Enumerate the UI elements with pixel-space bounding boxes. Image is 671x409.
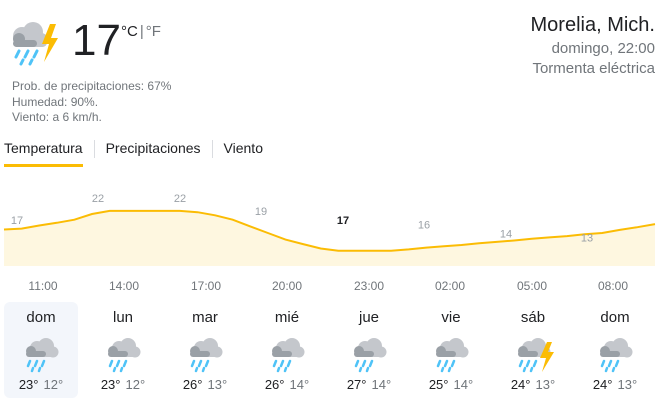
location-condition: Tormenta eléctrica: [532, 60, 655, 77]
day-low: 14°: [453, 377, 474, 392]
day-name: mar: [192, 309, 218, 326]
day-low: 12°: [125, 377, 146, 392]
tab-wind[interactable]: Viento: [223, 140, 263, 156]
chart-time-label: 17:00: [191, 279, 221, 293]
temperature-line: [3, 209, 656, 252]
day-high: 23°: [18, 377, 39, 392]
day-high: 24°: [510, 377, 531, 392]
unit-separator: |: [139, 23, 144, 40]
wind-speed: Viento: a 6 km/h.: [12, 110, 102, 124]
rain-cloud-icon: [263, 334, 311, 374]
day-name: sáb: [520, 309, 546, 326]
day-card[interactable]: vie 25° 14°: [414, 302, 488, 398]
day-temps: 27° 14°: [332, 376, 406, 394]
day-card[interactable]: lun 23° 12°: [86, 302, 160, 398]
thunderstorm-rain-icon: [509, 334, 557, 374]
day-low: 12°: [43, 377, 64, 392]
chart-value-label: 16: [418, 219, 430, 231]
day-high: 24°: [592, 377, 613, 392]
day-name: mié: [274, 309, 300, 326]
chart-value-label: 19: [255, 206, 267, 218]
day-high: 26°: [264, 377, 285, 392]
day-low: 13°: [535, 377, 556, 392]
chart-time-label: 11:00: [28, 279, 57, 293]
chart-time-label: 23:00: [354, 279, 384, 293]
rain-cloud-icon: [591, 334, 639, 374]
day-name: jue: [358, 309, 380, 326]
weather-details: Prob. de precipitaciones: 67% Humedad: 9…: [12, 79, 171, 126]
day-temps: 23° 12°: [86, 376, 160, 394]
day-high: 25°: [428, 377, 449, 392]
fahrenheit-toggle[interactable]: °F: [145, 23, 161, 40]
day-temps: 24° 13°: [578, 376, 652, 394]
daily-forecast: dom 23° 12° lun 23° 12° mar 26° 13° mié 26°…: [4, 302, 666, 398]
day-name: lun: [112, 309, 134, 326]
day-name: dom: [600, 309, 630, 326]
rain-cloud-icon: [427, 334, 475, 374]
location-city: Morelia, Mich.: [530, 14, 655, 36]
chart-value-label: 14: [500, 228, 512, 240]
precipitation-probability: Prob. de precipitaciones: 67%: [12, 79, 172, 93]
rain-cloud-icon: [17, 334, 65, 374]
temperature-chart: 17 11:00 22 14:00 22 17:00 19 20:00 17 23:00 16 02:…: [0, 190, 671, 300]
day-low: 14°: [289, 377, 310, 392]
day-card[interactable]: dom 24° 13°: [578, 302, 652, 398]
chart-time-label: 05:00: [517, 279, 547, 293]
day-low: 13°: [617, 377, 638, 392]
day-low: 14°: [371, 377, 392, 392]
day-card[interactable]: dom 23° 12°: [4, 302, 78, 398]
tab-divider: [93, 140, 95, 158]
day-card[interactable]: sáb 24° 13°: [496, 302, 570, 398]
rain-cloud-icon: [181, 334, 229, 374]
day-low: 13°: [207, 377, 228, 392]
location-time: domingo, 22:00: [551, 40, 655, 57]
chart-value-label: 22: [174, 193, 186, 205]
chart-value-label: 13: [581, 233, 593, 245]
day-high: 23°: [100, 377, 121, 392]
rain-cloud-icon: [99, 334, 147, 374]
day-name: vie: [441, 309, 461, 326]
celsius-toggle[interactable]: °C: [121, 23, 138, 40]
tab-precipitation[interactable]: Precipitaciones: [105, 140, 201, 156]
chart-time-label: 14:00: [109, 279, 139, 293]
day-temps: 26° 14°: [250, 376, 324, 394]
tab-divider: [211, 140, 213, 158]
current-temperature: 17: [72, 16, 121, 65]
temperature-chart-svg: 17 11:00 22 14:00 22 17:00 19 20:00 17 23:00 16 02:…: [3, 193, 656, 293]
chart-tabs: Temperatura Precipitaciones Viento: [4, 136, 263, 167]
day-temps: 26° 13°: [168, 376, 242, 394]
day-high: 26°: [182, 377, 203, 392]
thunderstorm-rain-icon: [6, 18, 64, 68]
rain-cloud-icon: [345, 334, 393, 374]
day-card[interactable]: mar 26° 13°: [168, 302, 242, 398]
day-temps: 25° 14°: [414, 376, 488, 394]
humidity: Humedad: 90%.: [12, 94, 99, 109]
temperature-area: [4, 210, 655, 266]
day-name: dom: [26, 309, 56, 326]
day-card[interactable]: jue 27° 14°: [332, 302, 406, 398]
chart-time-label: 08:00: [598, 279, 628, 293]
tab-temperature[interactable]: Temperatura: [4, 136, 83, 167]
chart-value-label: 17: [337, 215, 349, 227]
day-card[interactable]: mié 26° 14°: [250, 302, 324, 398]
day-temps: 23° 12°: [4, 376, 78, 394]
day-temps: 24° 13°: [496, 376, 570, 394]
unit-switcher: °C | °F: [121, 22, 161, 42]
chart-value-label: 22: [92, 193, 104, 205]
chart-time-label: 20:00: [272, 279, 302, 293]
chart-time-label: 02:00: [435, 279, 465, 293]
location-block: Morelia, Mich. domingo, 22:00 Tormenta e…: [531, 12, 655, 79]
chart-value-label: 17: [11, 215, 23, 227]
day-high: 27°: [346, 377, 367, 392]
